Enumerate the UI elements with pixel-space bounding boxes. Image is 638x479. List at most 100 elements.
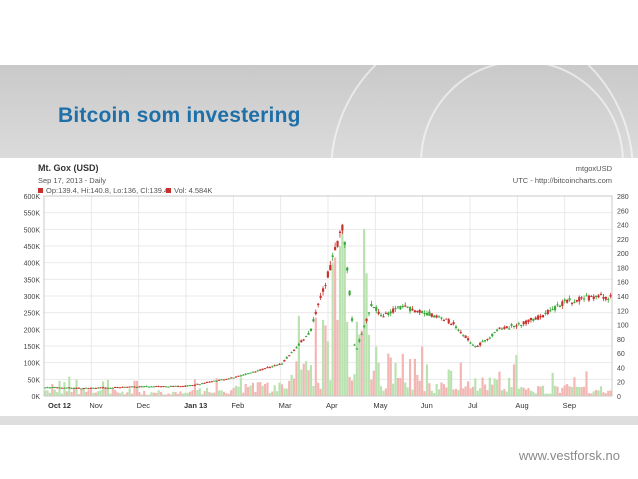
candle-body — [495, 329, 499, 331]
candle-body — [109, 387, 112, 389]
candle-body — [483, 340, 487, 342]
volume-bar — [92, 392, 95, 396]
volume-bar — [401, 353, 404, 396]
candle-body — [604, 297, 607, 300]
candle-body — [418, 310, 421, 313]
volume-bar — [556, 386, 559, 396]
volume-bar — [399, 378, 402, 396]
candle-body — [147, 386, 151, 388]
volume-bar — [135, 380, 139, 396]
candle-body — [305, 336, 308, 338]
candle-body — [377, 311, 380, 314]
price-tick-label: 60 — [617, 351, 625, 358]
volume-bar — [503, 389, 506, 396]
candle-body — [164, 386, 168, 388]
candle-body — [152, 386, 155, 388]
chart-market-label: Mt. Gox (USD) — [38, 163, 99, 173]
volume-bar — [587, 393, 591, 396]
volume-bar — [464, 386, 467, 396]
volume-bar — [261, 385, 264, 396]
candle-body — [370, 303, 373, 307]
volume-bar — [215, 378, 218, 396]
candle-body — [230, 377, 233, 379]
volume-bar — [290, 374, 293, 396]
volume-bar — [486, 390, 489, 396]
candle-body — [387, 312, 390, 315]
price-tick-label: 240 — [617, 223, 629, 230]
candle-body — [292, 349, 296, 351]
candle-body — [570, 303, 574, 305]
x-tick-label: Jun — [421, 401, 433, 410]
volume-bar — [218, 390, 221, 396]
candle-body — [450, 323, 453, 325]
candle-body — [384, 312, 387, 314]
candle-body — [556, 304, 559, 306]
candle-body — [118, 387, 122, 389]
candle-body — [160, 386, 163, 388]
x-tick-label: Mar — [279, 401, 292, 410]
candle-body — [529, 317, 532, 321]
candle-body — [609, 294, 612, 297]
volume-bar — [302, 363, 305, 396]
candle-body — [213, 380, 216, 382]
volume-bar — [500, 390, 503, 396]
volume-bar — [205, 387, 209, 396]
candle-body — [392, 308, 395, 313]
volume-bar — [162, 394, 165, 396]
volume-bar — [94, 392, 97, 396]
candle-body — [433, 315, 436, 318]
volume-bar — [350, 380, 354, 396]
volume-bar — [495, 379, 499, 396]
candle-body — [437, 316, 441, 318]
candle-body — [607, 299, 610, 301]
candle-body — [498, 327, 501, 329]
volume-bar — [566, 383, 569, 396]
candle-body — [126, 386, 129, 388]
candle-body — [302, 339, 305, 341]
candle-body — [389, 311, 392, 314]
chart-source-label: UTC - http://bitcoincharts.com — [513, 176, 612, 185]
candle-body — [295, 347, 298, 349]
volume-tick-label: 400K — [24, 261, 41, 268]
volume-bar — [573, 377, 576, 396]
volume-bar — [271, 391, 274, 396]
candle-body — [268, 367, 271, 369]
candle-body — [411, 308, 414, 311]
volume-bar — [89, 389, 93, 396]
volume-bar — [186, 392, 189, 396]
volume-tick-label: 250K — [24, 311, 41, 318]
candle-body — [123, 386, 126, 388]
candle-body — [527, 319, 530, 323]
candle-body — [541, 315, 545, 318]
candle-body — [585, 295, 588, 297]
candle-body — [360, 333, 363, 335]
volume-bar — [46, 390, 49, 396]
volume-bar — [147, 394, 151, 396]
candle-body — [454, 326, 458, 329]
volume-bar — [85, 391, 88, 396]
candle-body — [399, 306, 402, 310]
volume-bar — [232, 388, 235, 396]
volume-bar — [609, 390, 612, 396]
candle-body — [587, 295, 591, 301]
candle-body — [558, 305, 562, 308]
candle-body — [273, 365, 276, 367]
candle-body — [338, 231, 342, 233]
volume-bar — [116, 392, 119, 396]
candle-body — [353, 344, 356, 346]
price-tick-label: 40 — [617, 365, 625, 372]
footer-url[interactable]: www.vestforsk.no — [518, 448, 620, 463]
chart-symbol-label: mtgoxUSD — [576, 164, 613, 173]
volume-bar — [104, 388, 107, 396]
candle-body — [266, 367, 269, 369]
candle-body — [145, 386, 148, 388]
candle-body — [508, 328, 511, 330]
volume-bar — [413, 358, 416, 396]
volume-bar — [336, 319, 339, 396]
volume-bar — [466, 381, 470, 396]
plot-frame — [43, 195, 613, 397]
x-tick-label: May — [373, 401, 387, 410]
volume-bar — [365, 273, 368, 396]
candle-body — [440, 317, 443, 319]
candle-body — [469, 342, 472, 344]
